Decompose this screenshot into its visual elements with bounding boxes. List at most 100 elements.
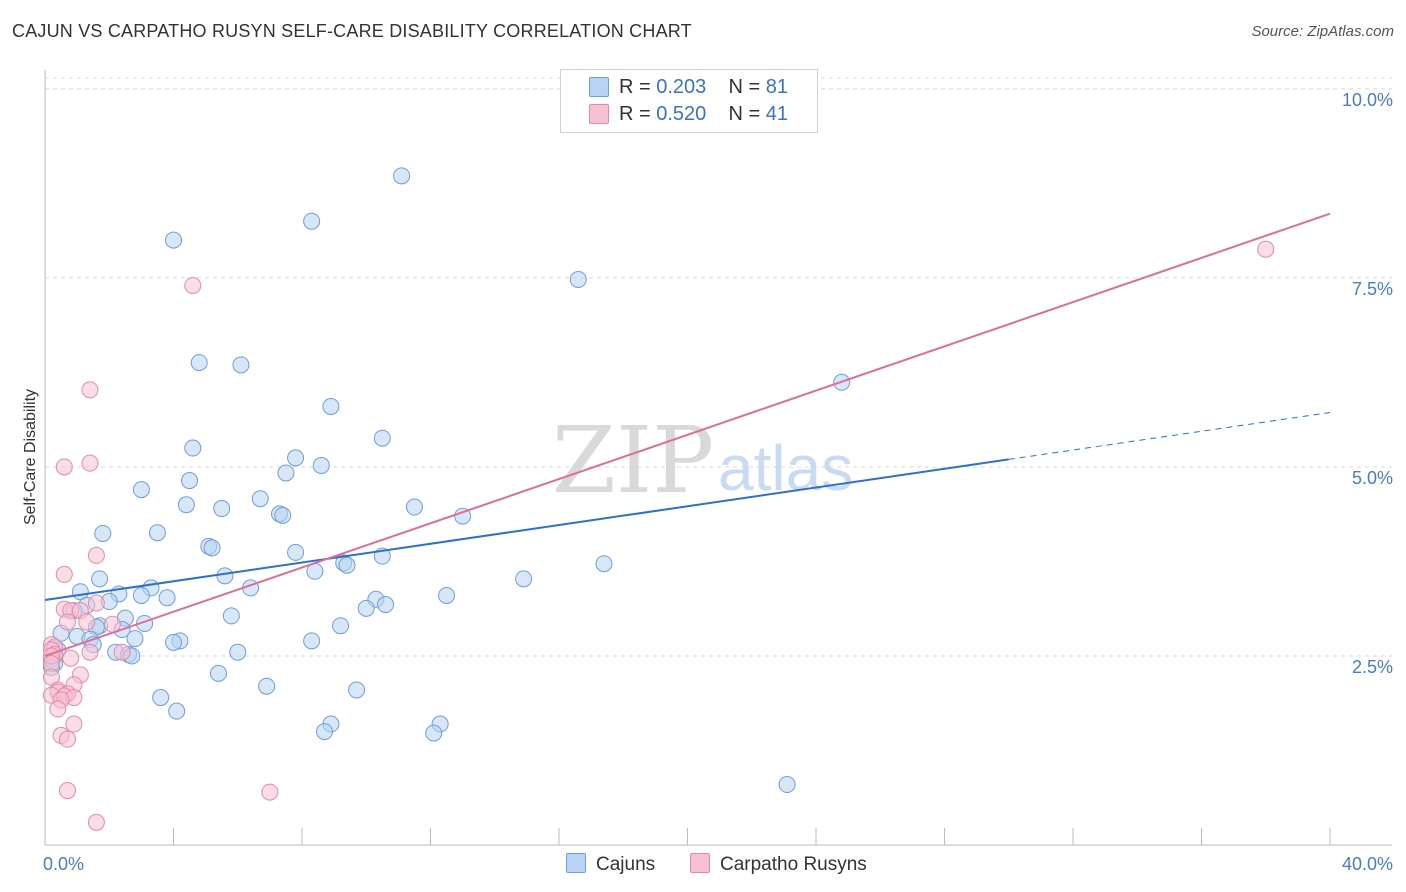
- cajun-point: [168, 702, 186, 720]
- cajun-point: [209, 664, 227, 682]
- rusyn-point: [81, 454, 99, 472]
- bottom-legend-label-rusyns: Carpatho Rusyns: [720, 854, 867, 875]
- legend-r-value: 0.203: [656, 76, 707, 98]
- y-tick-label: 5.0%: [1352, 468, 1393, 488]
- bottom-legend-swatch-cajuns: [566, 853, 586, 873]
- y-tick-label: 2.5%: [1352, 657, 1393, 677]
- legend-box: R = 0.203 N = 81 R = 0.520 N = 41: [560, 69, 818, 133]
- cajun-point: [258, 677, 276, 695]
- rusyn-point: [55, 565, 73, 583]
- cajun-point: [303, 632, 321, 650]
- cajun-trend-extension: [1008, 412, 1331, 460]
- bottom-legend-label-cajuns: Cajuns: [596, 854, 656, 875]
- rusyn-point: [49, 700, 67, 718]
- cajun-point: [132, 586, 150, 604]
- cajun-point: [213, 500, 231, 518]
- rusyn-point: [87, 546, 105, 564]
- cajun-point: [229, 643, 247, 661]
- rusyn-trend-line: [44, 212, 1331, 657]
- cajun-point: [277, 464, 295, 482]
- legend-n-value: 81: [765, 76, 789, 98]
- legend-swatch-rusyns: [589, 104, 609, 124]
- rusyn-point: [58, 782, 76, 800]
- rusyn-point: [87, 594, 105, 612]
- cajun-point: [94, 524, 112, 542]
- cajun-point: [203, 539, 221, 557]
- cajun-trend-line: [44, 458, 1009, 602]
- rusyn-point: [81, 381, 99, 399]
- rusyn-point: [62, 649, 80, 667]
- cajun-point: [232, 356, 250, 374]
- y-tick-label: 7.5%: [1352, 279, 1393, 299]
- rusyn-point: [58, 730, 76, 748]
- cajun-point: [148, 524, 166, 542]
- cajuns-series: [42, 167, 851, 794]
- watermark-atlas: atlas: [718, 432, 853, 504]
- y-axis-title: Self-Care Disability: [22, 389, 39, 525]
- cajun-point: [152, 689, 170, 707]
- rusyn-point: [78, 613, 96, 631]
- x-tick-label: 0.0%: [43, 854, 84, 874]
- legend-n-value: 41: [765, 103, 789, 125]
- cajun-point: [177, 496, 195, 514]
- legend-r-value: 0.520: [656, 103, 707, 125]
- cajun-point: [515, 570, 533, 588]
- cajun-point: [303, 212, 321, 230]
- rusyn-point: [65, 715, 83, 733]
- rusyns-series: [42, 240, 1275, 831]
- cajun-point: [595, 555, 613, 573]
- legend-n-label: N =: [728, 76, 766, 98]
- cajun-point: [274, 506, 292, 524]
- bottom-legend-cajuns: Cajuns: [566, 853, 655, 876]
- rusyn-point: [58, 613, 76, 631]
- cajun-point: [405, 498, 423, 516]
- cajun-point: [312, 456, 330, 474]
- cajun-point: [158, 589, 176, 607]
- cajun-point: [322, 397, 340, 415]
- cajun-point: [165, 231, 182, 249]
- cajun-point: [357, 599, 375, 617]
- cajun-point: [778, 776, 796, 794]
- cajun-point: [165, 633, 182, 651]
- cajun-point: [222, 607, 240, 625]
- cajun-point: [132, 481, 150, 499]
- cajun-point: [251, 490, 269, 508]
- cajun-point: [126, 630, 144, 648]
- rusyn-point: [55, 458, 73, 476]
- rusyn-point: [87, 813, 105, 831]
- bottom-legend-rusyns: Carpatho Rusyns: [690, 853, 867, 876]
- cajun-point: [454, 507, 472, 525]
- rusyn-point: [184, 276, 202, 294]
- source-label: Source: ZipAtlas.com: [1251, 23, 1394, 40]
- cajun-point: [438, 586, 456, 604]
- cajun-point: [393, 167, 411, 185]
- cajun-point: [184, 439, 202, 457]
- rusyn-point: [1257, 240, 1275, 258]
- rusyn-point: [113, 643, 131, 661]
- cajun-point: [338, 556, 356, 574]
- cajun-point: [181, 472, 199, 490]
- cajun-point: [425, 724, 443, 742]
- chart-title: CAJUN VS CARPATHO RUSYN SELF-CARE DISABI…: [12, 21, 692, 41]
- legend-swatch-cajuns: [589, 77, 609, 97]
- watermark-zip: ZIP: [552, 407, 714, 514]
- legend-r-label: R =: [619, 103, 657, 125]
- x-tick-label: 40.0%: [1342, 854, 1393, 874]
- cajun-point: [190, 354, 208, 372]
- y-tick-label: 10.0%: [1342, 90, 1393, 110]
- rusyn-point: [81, 643, 99, 661]
- cajun-point: [287, 543, 305, 561]
- cajun-point: [287, 449, 305, 467]
- cajun-point: [373, 429, 391, 447]
- legend-r-label: R =: [619, 76, 657, 98]
- cajun-point: [91, 570, 109, 588]
- cajun-point: [377, 596, 395, 614]
- rusyn-point: [261, 783, 279, 801]
- cajun-point: [348, 681, 366, 699]
- legend-n-label: N =: [728, 103, 766, 125]
- cajun-point: [216, 567, 234, 585]
- cajun-point: [332, 617, 350, 635]
- cajun-point: [315, 723, 333, 741]
- bottom-legend-swatch-rusyns: [690, 853, 710, 873]
